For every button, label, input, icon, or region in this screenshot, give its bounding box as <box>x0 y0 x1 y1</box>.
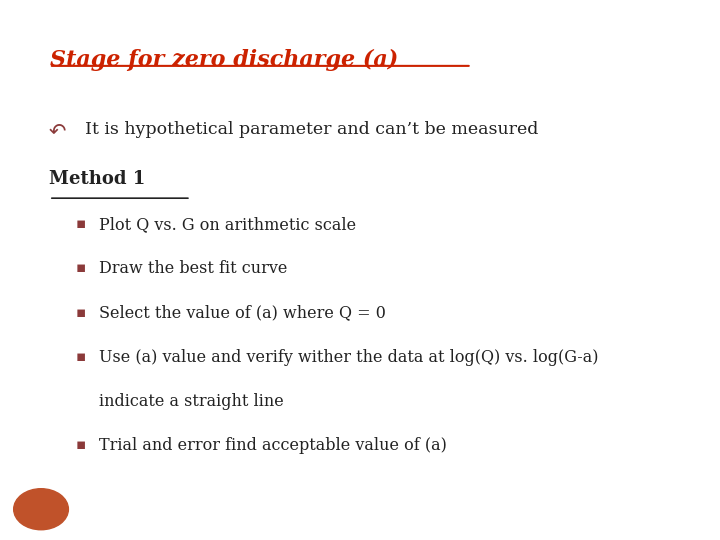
Text: Use (a) value and verify wither the data at log(Q) vs. log(G-a): Use (a) value and verify wither the data… <box>99 349 599 366</box>
Text: ↶: ↶ <box>49 122 66 141</box>
Text: Plot Q vs. G on arithmetic scale: Plot Q vs. G on arithmetic scale <box>99 216 356 233</box>
Text: ▪: ▪ <box>76 349 86 364</box>
Text: Draw the best fit curve: Draw the best fit curve <box>99 260 288 277</box>
Text: ▪: ▪ <box>76 305 86 320</box>
Text: It is hypothetical parameter and can’t be measured: It is hypothetical parameter and can’t b… <box>85 122 539 138</box>
Text: Method 1: Method 1 <box>49 170 145 188</box>
Text: Select the value of (a) where Q = 0: Select the value of (a) where Q = 0 <box>99 305 386 321</box>
Text: indicate a straight line: indicate a straight line <box>99 393 284 410</box>
Text: ▪: ▪ <box>76 216 86 231</box>
Text: Trial and error find acceptable value of (a): Trial and error find acceptable value of… <box>99 437 447 454</box>
Text: ▪: ▪ <box>76 260 86 275</box>
Text: Stage for zero discharge (a): Stage for zero discharge (a) <box>50 49 399 71</box>
Text: ▪: ▪ <box>76 437 86 453</box>
Text: 15: 15 <box>30 502 52 517</box>
